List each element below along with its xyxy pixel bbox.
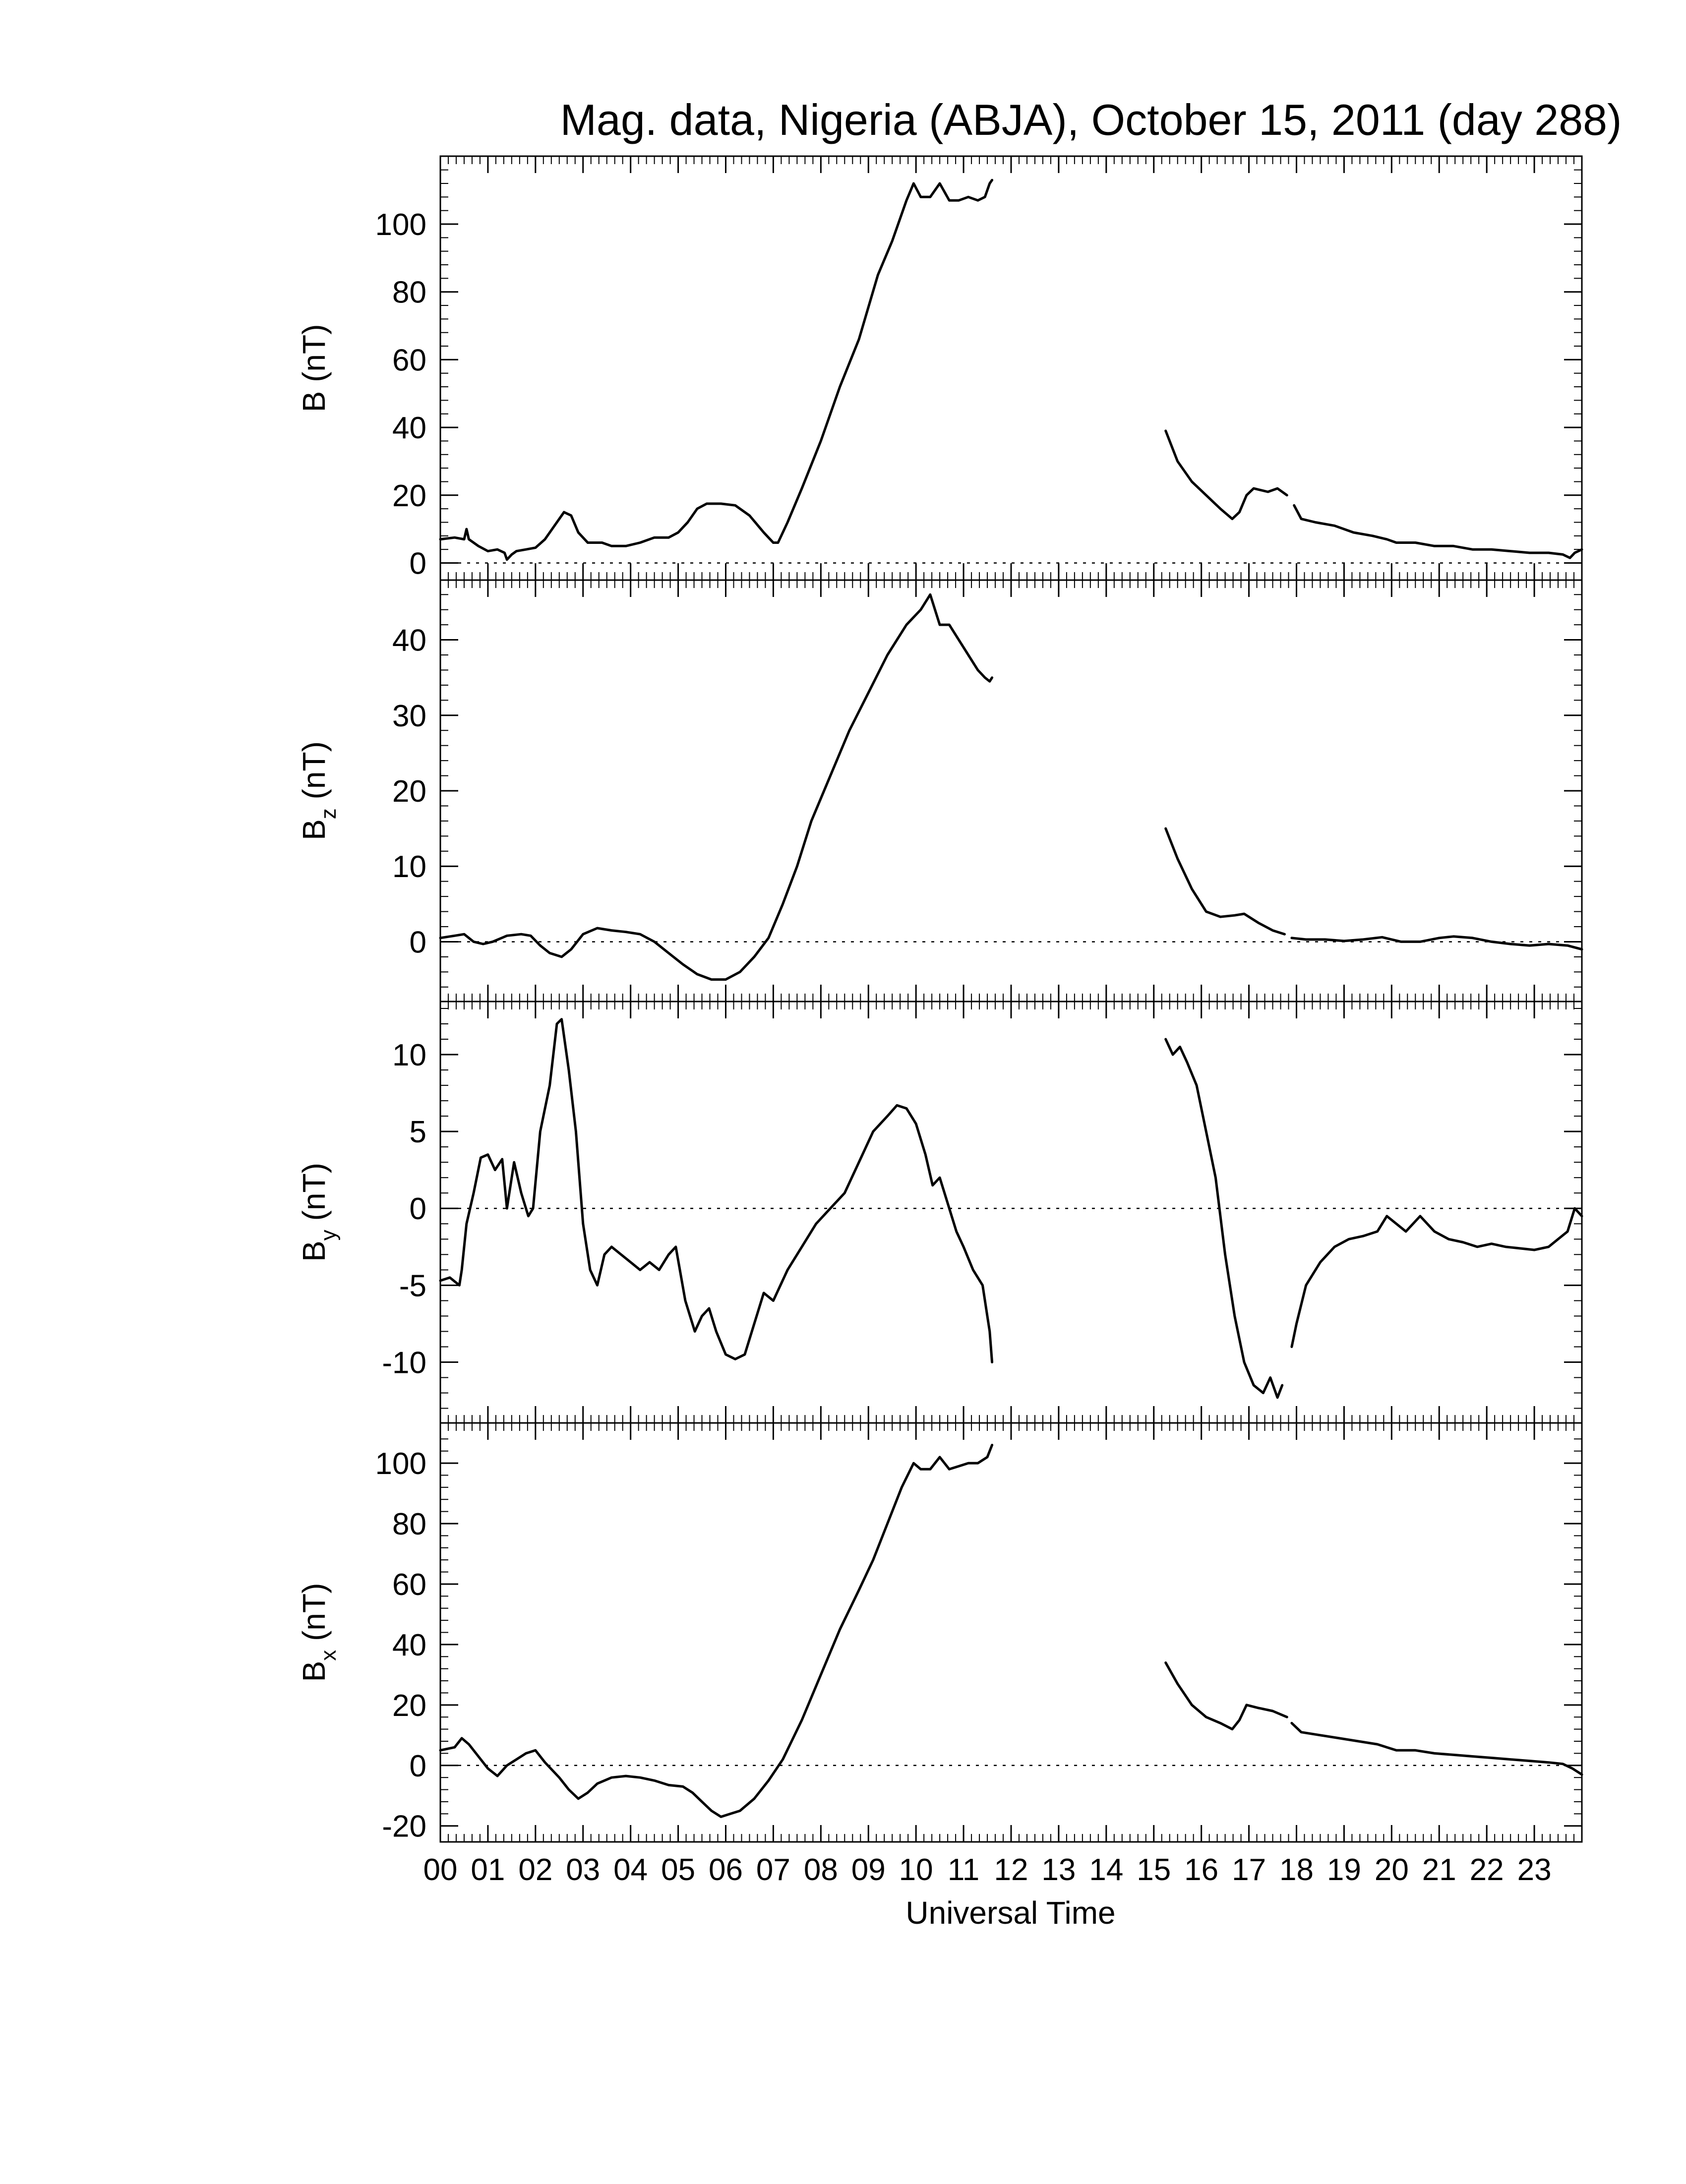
panel-3: -10 -5 0 5 10 By (nT): [296, 1001, 1583, 1424]
x-tick-label: 16: [1184, 1853, 1218, 1887]
data-line-segment-1: [439, 1018, 994, 1363]
y-tick-label: 30: [392, 699, 426, 733]
y-tick-label: 10: [392, 850, 426, 884]
x-tick-label: 23: [1517, 1853, 1552, 1887]
x-tick-label: 06: [709, 1853, 743, 1887]
x-tick-label: 03: [566, 1853, 600, 1887]
data-line-segment-2: [1164, 1661, 1288, 1731]
x-tick-label: 22: [1470, 1853, 1504, 1887]
y-tick-label: 60: [392, 343, 426, 377]
y-tick-label: -10: [382, 1346, 426, 1380]
y-tick-label: 0: [410, 546, 426, 581]
x-tick-label: 05: [661, 1853, 695, 1887]
x-tick-label: 07: [756, 1853, 790, 1887]
y-tick-label: 0: [410, 1192, 426, 1226]
data-line-segment-2: [1164, 827, 1286, 936]
x-tick-label: 18: [1279, 1853, 1314, 1887]
panel-4: -20 0 20 40 60 80 100 Bx (nT): [296, 1422, 1583, 1844]
y-tick-label: 20: [392, 774, 426, 809]
x-tick-label: 14: [1089, 1853, 1123, 1887]
y-tick-label: 10: [392, 1038, 426, 1072]
x-tick-label: 04: [613, 1853, 648, 1887]
x-tick-label: 09: [851, 1853, 886, 1887]
panel-frame: [439, 155, 1583, 581]
panel-frame: [439, 1001, 1583, 1424]
y-tick-label: -20: [382, 1810, 426, 1844]
x-tick-label: 17: [1232, 1853, 1266, 1887]
y-tick-label: 80: [392, 1507, 426, 1541]
y-tick-label: 0: [410, 925, 426, 959]
data-line-segment-3: [1293, 504, 1583, 559]
x-tick-label: 12: [994, 1853, 1028, 1887]
y-axis-label: B (nT): [296, 324, 332, 413]
y-tick-label: 40: [392, 1628, 426, 1662]
chart-title: Mag. data, Nigeria (ABJA), October 15, 2…: [560, 95, 1622, 144]
x-tick-label: 10: [899, 1853, 933, 1887]
y-tick-label: 40: [392, 411, 426, 445]
data-line-segment-2: [1164, 1038, 1284, 1399]
y-tick-label: 60: [392, 1568, 426, 1602]
y-tick-label: 100: [375, 1447, 426, 1481]
panel-2: 0 10 20 30 40 Bz (nT): [296, 579, 1583, 1003]
x-axis-title: Universal Time: [905, 1895, 1115, 1931]
data-line-segment-1: [439, 1444, 994, 1818]
x-tick-label: 19: [1327, 1853, 1361, 1887]
x-tick-label: 15: [1137, 1853, 1171, 1887]
y-tick-label: 20: [392, 479, 426, 513]
panel-frame: [439, 1422, 1583, 1843]
y-tick-label: 40: [392, 624, 426, 658]
data-line-segment-1: [439, 178, 994, 561]
x-tick-label: 20: [1375, 1853, 1409, 1887]
y-tick-label: 80: [392, 276, 426, 310]
panel-1: 0 20 40 60 80 100 B (nT): [296, 155, 1583, 581]
x-tick-label: 21: [1422, 1853, 1456, 1887]
y-axis-label: Bx (nT): [296, 1583, 341, 1682]
x-tick-label: 08: [804, 1853, 838, 1887]
y-axis-label: Bz (nT): [296, 741, 341, 840]
data-line-segment-1: [439, 593, 994, 981]
x-tick-label: 11: [948, 1853, 979, 1887]
y-tick-label: 5: [410, 1115, 426, 1149]
x-axis-tick-labels: 00 01 02 03 04 05 06 07 08 09 10 11 12 13 14 15 16 17 18 19…: [423, 1853, 1552, 1887]
data-line-segment-3: [1290, 1721, 1583, 1776]
data-line-segment-2: [1164, 429, 1288, 521]
panel-frame: [439, 579, 1583, 1003]
data-line-segment-3: [1290, 1207, 1583, 1348]
y-tick-label: -5: [399, 1269, 426, 1303]
y-tick-label: 100: [375, 208, 426, 242]
x-tick-label: 00: [423, 1853, 458, 1887]
x-tick-label: 13: [1041, 1853, 1076, 1887]
data-line-segment-3: [1290, 935, 1583, 951]
y-tick-label: 20: [392, 1689, 426, 1723]
y-axis-label: By (nT): [296, 1163, 341, 1262]
x-tick-label: 01: [471, 1853, 505, 1887]
x-tick-label: 02: [518, 1853, 552, 1887]
y-tick-label: 0: [410, 1749, 426, 1783]
